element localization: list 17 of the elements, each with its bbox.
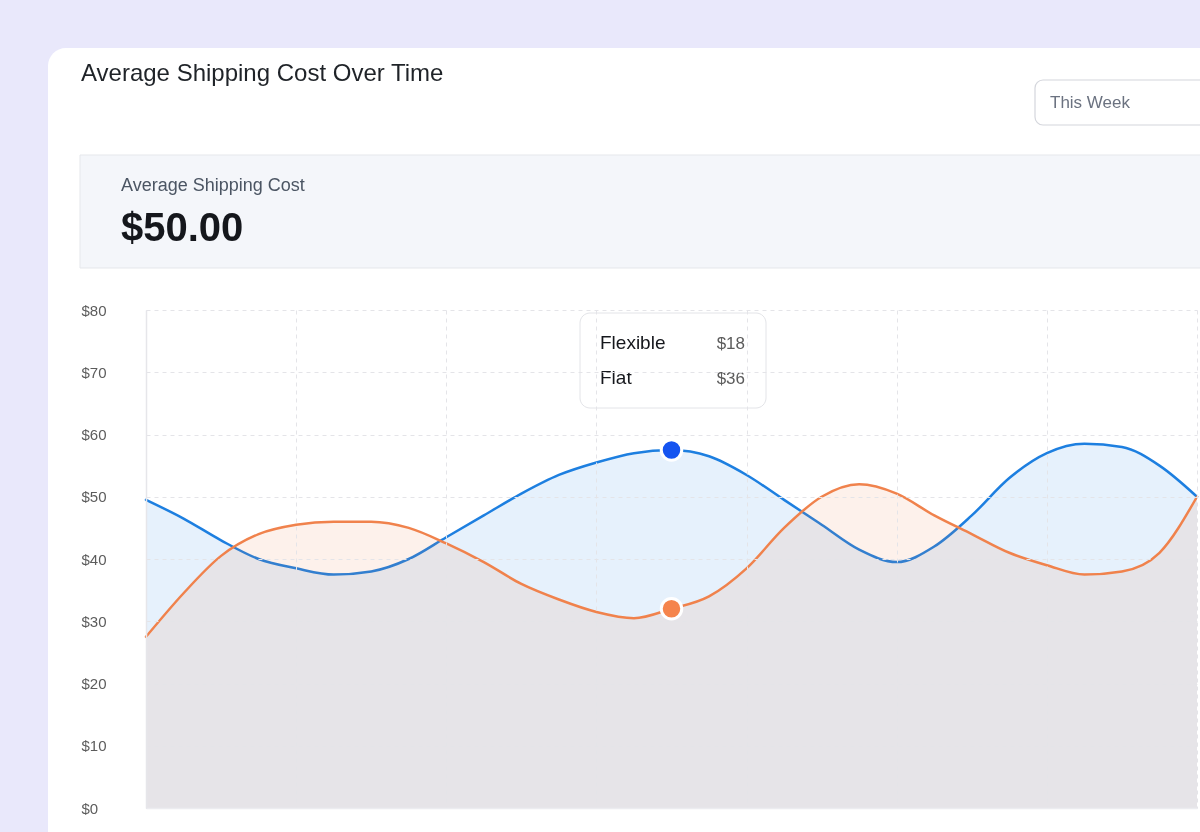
text: Average Shipping Cost	[121, 175, 305, 195]
annotation: Flexible	[600, 332, 666, 353]
y-tick-label: $50	[81, 488, 107, 506]
text: This Week	[1050, 93, 1131, 112]
text: $50.00	[121, 205, 244, 249]
y-tick-label: $70	[81, 363, 107, 381]
y-tick-label: $80	[81, 301, 107, 319]
annotation: $36	[716, 369, 745, 388]
y-tick-label: $60	[81, 426, 107, 443]
annotation: $18	[716, 334, 745, 353]
y-tick-label: $40	[81, 550, 107, 568]
annotation: Flat	[600, 367, 633, 388]
y-tick-label: $30	[81, 612, 107, 630]
chart-title: Average Shipping Cost Over Time	[81, 59, 444, 86]
y-tick-label: $0	[81, 799, 99, 817]
y-tick-label: $10	[81, 737, 107, 755]
y-tick-label: $20	[81, 675, 107, 692]
